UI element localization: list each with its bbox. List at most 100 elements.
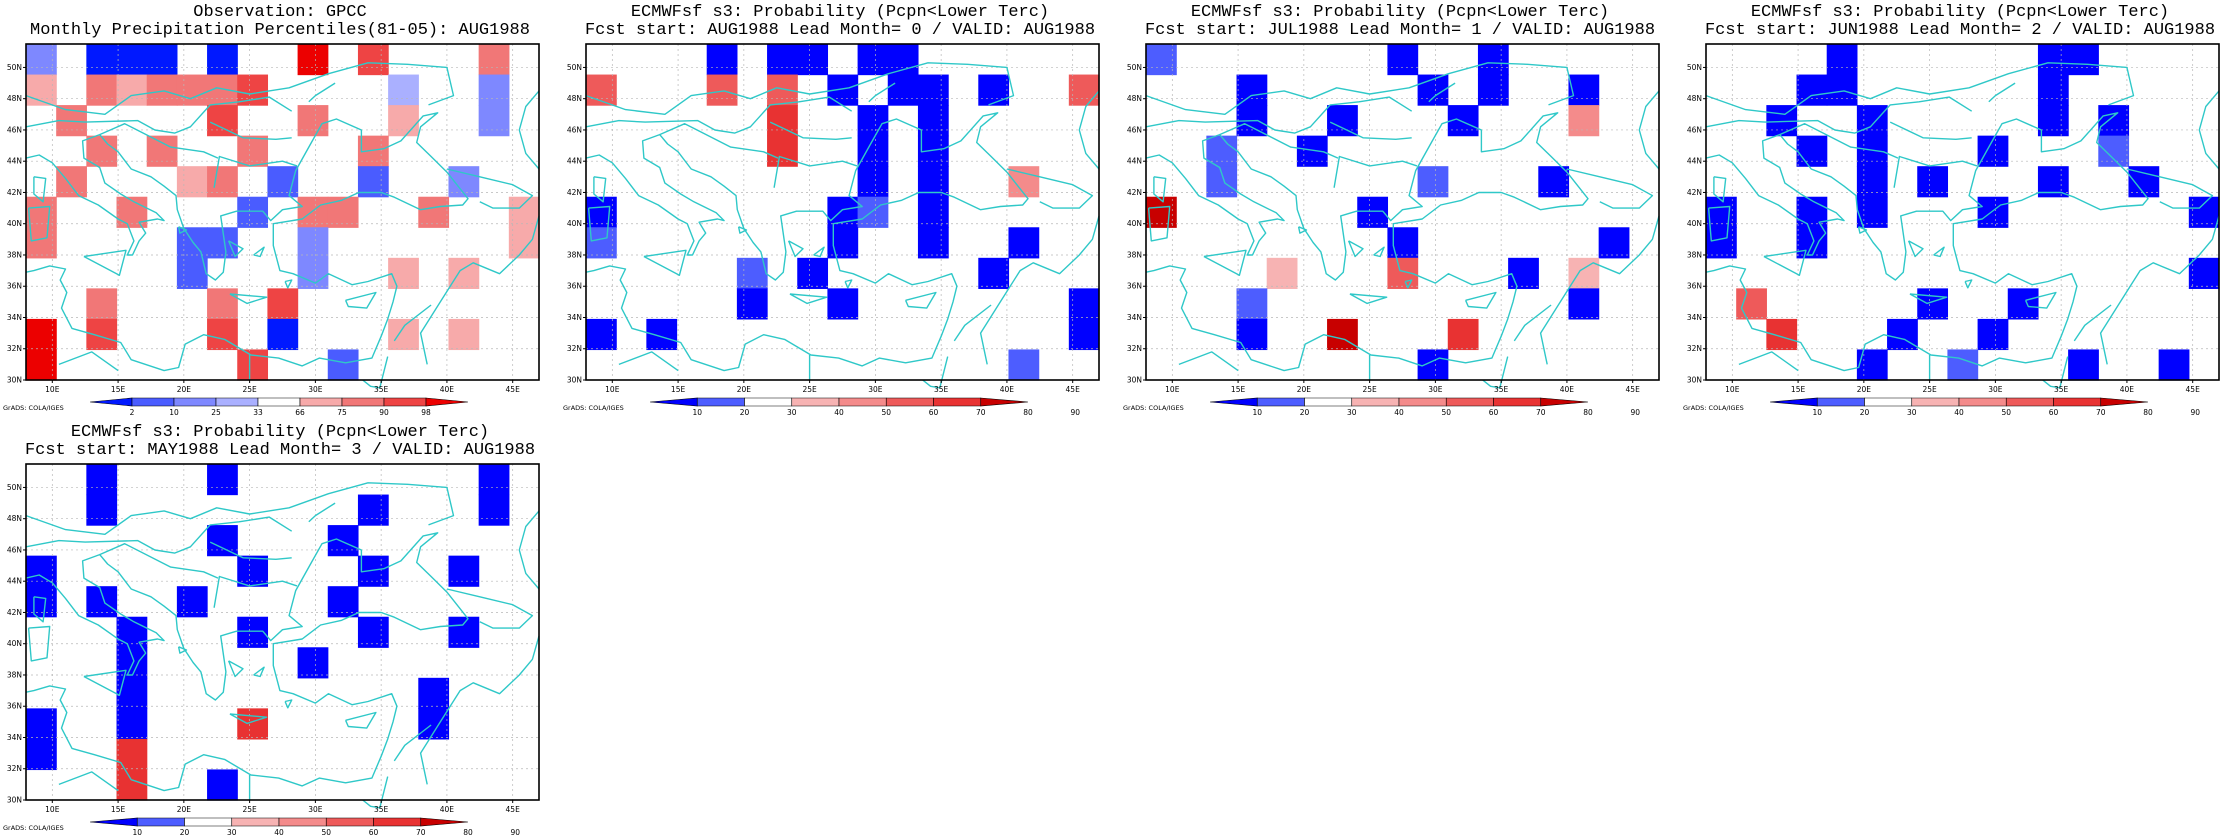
lat-tick-label: 42N xyxy=(7,608,22,617)
colorbar-label: 80 xyxy=(1583,408,1593,417)
lat-tick-label: 50N xyxy=(7,63,22,72)
colorbar-segment xyxy=(1864,397,1913,407)
colorbar-segment xyxy=(1351,397,1400,407)
colorbar: 10 20 30 40 50 60 70 80 90 xyxy=(1209,397,1640,417)
data-cell xyxy=(207,525,238,557)
colorbar-segment xyxy=(425,397,469,407)
colorbar-label: 20 xyxy=(740,408,750,417)
island-outline xyxy=(33,596,47,623)
lon-tick-label: 10E xyxy=(1725,385,1740,394)
data-cell xyxy=(706,44,738,76)
lon-tick-label: 20E xyxy=(1857,385,1872,394)
data-cell xyxy=(297,196,329,228)
data-cell xyxy=(706,74,738,106)
data-cell xyxy=(1796,135,1828,167)
coastline xyxy=(1219,122,1339,159)
colorbar-label: 80 xyxy=(2143,408,2153,417)
data-cell xyxy=(1068,74,1100,106)
colorbar-label: 40 xyxy=(1954,408,1964,417)
data-cell xyxy=(297,257,329,289)
data-cell xyxy=(857,44,889,76)
data-cell xyxy=(207,288,238,320)
data-cell xyxy=(2098,135,2130,167)
data-cell xyxy=(86,135,118,167)
coastline xyxy=(585,62,1015,116)
lat-tick-label: 40N xyxy=(567,219,582,228)
island-outline xyxy=(253,246,265,258)
data-cell xyxy=(1387,227,1419,259)
data-cell xyxy=(388,105,419,137)
data-cells xyxy=(1146,44,1630,381)
colorbar-segment xyxy=(341,397,385,407)
probability-map: 10E 15E 20E 25E 30E 35E 40E 45E 30N 32N 34N 36N 38N 4… xyxy=(1683,43,2220,417)
data-cell xyxy=(2098,105,2130,137)
panel-title: Observation: GPCC Monthly Precipitation … xyxy=(0,4,560,40)
lon-tick-label: 25E xyxy=(1362,385,1377,394)
coastlines xyxy=(25,62,540,389)
colorbar-label: 98 xyxy=(421,408,431,417)
lon-tick-label: 15E xyxy=(671,385,686,394)
data-cell xyxy=(586,318,617,351)
data-cell xyxy=(207,464,238,496)
colorbar-segment xyxy=(184,817,233,827)
colorbar-segment xyxy=(885,397,934,407)
data-cell xyxy=(116,708,148,740)
coastline xyxy=(25,516,293,554)
data-cell xyxy=(297,44,329,76)
lon-tick-label: 25E xyxy=(1922,385,1937,394)
coastlines xyxy=(1145,62,1660,389)
coastline xyxy=(1705,96,1973,134)
island-outline xyxy=(737,226,748,234)
coastline xyxy=(99,542,219,579)
island-outline xyxy=(344,291,377,309)
colorbar-segment xyxy=(1304,397,1353,407)
lat-tick-label: 48N xyxy=(7,514,22,523)
coastline xyxy=(868,82,896,103)
coastline xyxy=(1738,351,1799,372)
data-cell xyxy=(116,196,148,228)
island-outline xyxy=(344,711,377,729)
panel-observation-gpcc: Observation: GPCC Monthly Precipitation … xyxy=(0,0,560,420)
coastline xyxy=(1893,155,1978,188)
coastline xyxy=(393,724,432,762)
plot-frame xyxy=(25,43,540,381)
island-outline xyxy=(2024,291,2057,309)
data-cell xyxy=(2007,288,2039,320)
data-cell xyxy=(176,74,208,106)
data-cell xyxy=(297,647,329,679)
data-cell xyxy=(1826,74,1858,106)
probability-map: 10E 15E 20E 25E 30E 35E 40E 45E 30N 32N 34N 36N 38N 4… xyxy=(3,463,540,837)
panel-title: ECMWFsf s3: Probability (Pcpn<Lower Terc… xyxy=(1120,4,1680,40)
coastline xyxy=(362,356,389,389)
colorbar-label: 90 xyxy=(1070,408,1080,417)
lon-tick-label: 30E xyxy=(308,385,323,394)
colorbar-segment xyxy=(257,397,301,407)
data-cell xyxy=(116,616,148,648)
coastline xyxy=(1329,121,1412,141)
island-outline xyxy=(1707,205,1731,242)
colorbar-label: 66 xyxy=(295,408,305,417)
coastline xyxy=(213,575,298,608)
coastline xyxy=(209,541,292,561)
coastline xyxy=(25,96,293,134)
coastline xyxy=(25,112,469,372)
lon-tick-label: 30E xyxy=(868,385,883,394)
precipitation-percentile-map: 10E 15E 20E 25E 30E 35E 40E 45E 30N 32N 34N 36N 38N 4… xyxy=(3,43,540,417)
island-outline xyxy=(1147,205,1171,242)
lon-tick-label: 15E xyxy=(1231,385,1246,394)
lon-tick-label: 40E xyxy=(1560,385,1575,394)
data-cell xyxy=(357,494,389,526)
colorbar-segment xyxy=(383,397,427,407)
data-cell xyxy=(1766,318,1798,351)
lon-tick-label: 15E xyxy=(111,805,126,814)
colorbar-label: 70 xyxy=(976,408,986,417)
data-cell xyxy=(267,318,299,351)
lat-tick-label: 36N xyxy=(7,282,22,291)
data-cell xyxy=(146,74,178,106)
island-outline xyxy=(177,226,188,234)
coastline xyxy=(1889,121,1972,141)
data-cell xyxy=(116,74,148,106)
lon-tick-label: 30E xyxy=(1988,385,2003,394)
data-cell xyxy=(207,105,238,137)
data-cell xyxy=(1796,196,1828,228)
